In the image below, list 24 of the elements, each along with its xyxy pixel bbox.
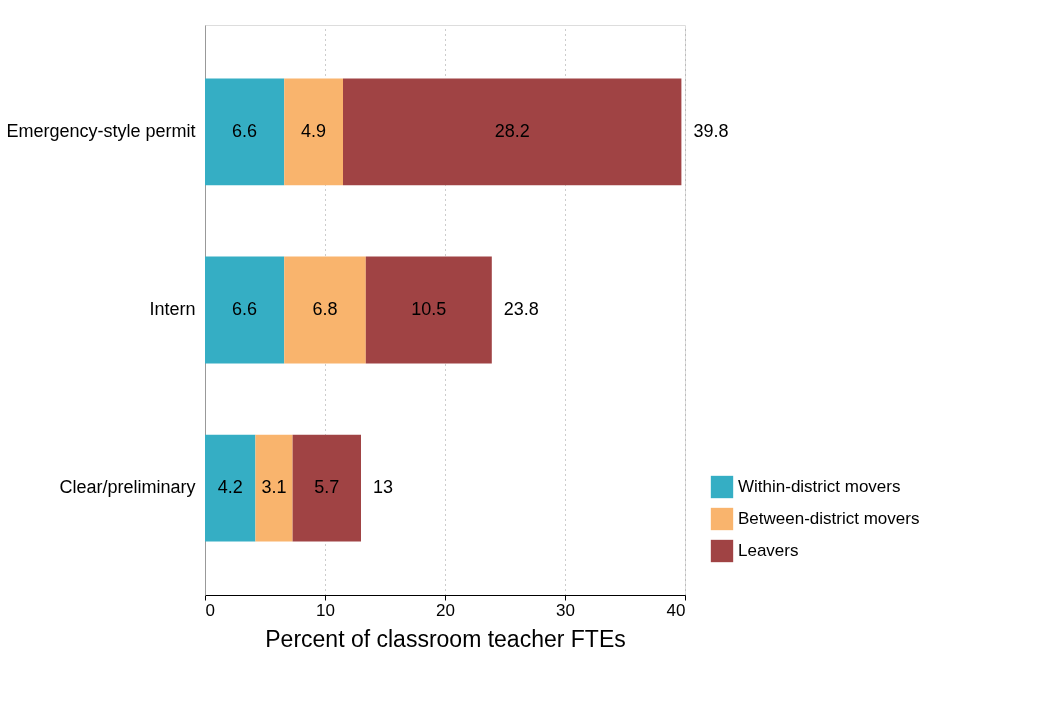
total-label: 39.8 — [693, 120, 729, 141]
x-tick-label: 20 — [436, 600, 455, 620]
x-axis-title: Percent of classroom teacher FTEs — [265, 625, 626, 652]
y-tick-label: Clear/preliminary — [59, 477, 196, 498]
data-label: 28.2 — [494, 120, 530, 141]
total-label: 13 — [373, 477, 394, 498]
x-tick-label: 10 — [316, 600, 335, 620]
x-tick-label: 40 — [666, 600, 686, 620]
legend-label: Between-district movers — [738, 509, 920, 528]
y-tick-label: Emergency-style permit — [6, 120, 196, 141]
legend-label: Within-district movers — [738, 477, 901, 496]
data-label: 6.6 — [232, 120, 258, 141]
data-label: 10.5 — [411, 299, 447, 319]
y-tick-label: Intern — [149, 299, 196, 319]
data-label: 3.1 — [261, 477, 287, 498]
legend-label: Leavers — [738, 541, 799, 560]
x-tick-label: 30 — [556, 600, 575, 620]
data-label: 4.2 — [217, 477, 243, 498]
data-label: 6.8 — [312, 299, 338, 319]
x-tick-label: 0 — [205, 600, 215, 620]
data-label: 4.9 — [301, 120, 327, 141]
data-label: 5.7 — [314, 477, 340, 498]
data-label: 6.6 — [232, 299, 258, 319]
total-label: 23.8 — [503, 299, 539, 319]
